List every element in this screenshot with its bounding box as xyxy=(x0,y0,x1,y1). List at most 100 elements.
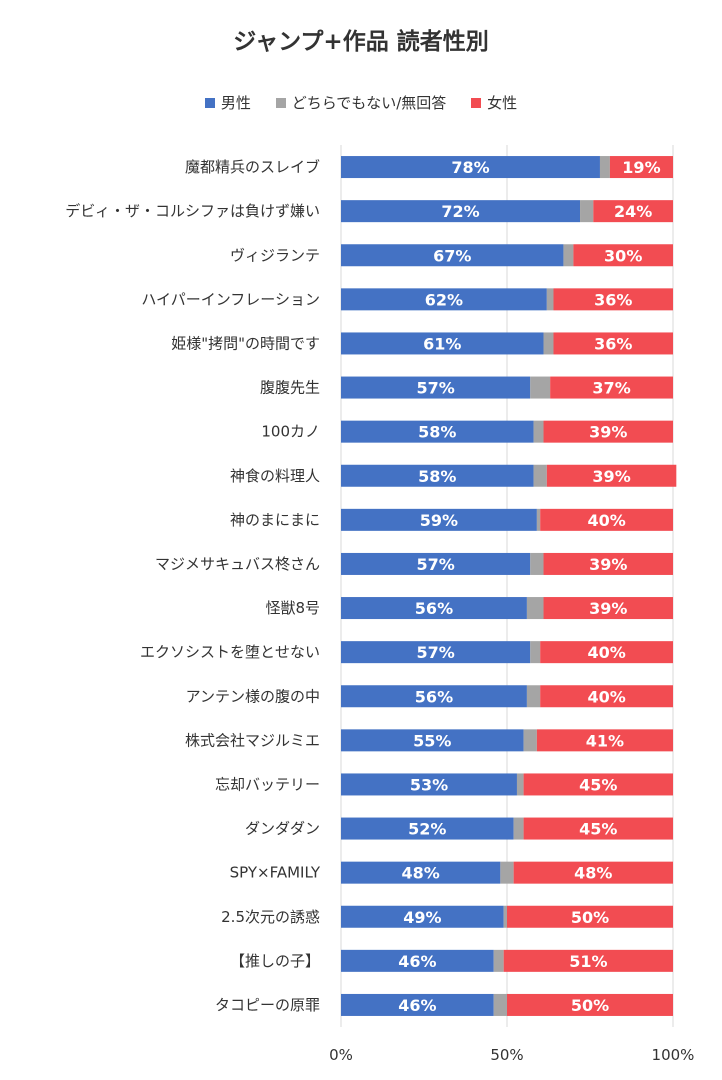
bar-segment-2 xyxy=(507,905,673,928)
category-label: SPY×FAMILY xyxy=(230,864,321,882)
data-label: 56% xyxy=(415,599,453,618)
bar-segment-1 xyxy=(530,376,551,399)
category-label: マジメサキュバス柊さん xyxy=(155,555,320,573)
category-label: アンテン様の腹の中 xyxy=(186,687,320,705)
bar-segment-1 xyxy=(580,200,594,223)
data-label: 24% xyxy=(614,202,652,221)
data-label: 40% xyxy=(587,511,625,530)
bar-segment-2 xyxy=(543,552,673,575)
bar-segment-2 xyxy=(503,949,673,972)
bar-segment-1 xyxy=(523,729,537,752)
bar-segment-2 xyxy=(523,773,673,796)
data-label: 45% xyxy=(579,820,617,839)
bar-segment-2 xyxy=(540,641,673,664)
category-label: 2.5次元の誘惑 xyxy=(221,908,320,926)
data-label: 37% xyxy=(592,379,630,398)
category-label: 神食の料理人 xyxy=(230,467,320,485)
data-label: 40% xyxy=(587,643,625,662)
category-label: 姫様"拷問"の時間です xyxy=(171,334,320,352)
category-label: エクソシストを堕とせない xyxy=(140,643,320,661)
chart-title: ジャンプ+作品 読者性別 xyxy=(233,29,489,55)
legend-label-female: 女性 xyxy=(487,94,518,112)
data-label: 48% xyxy=(574,864,612,883)
bar-segment-2 xyxy=(593,200,673,223)
bar-segment-0 xyxy=(341,376,531,399)
bar-segment-0 xyxy=(341,508,537,531)
data-label: 52% xyxy=(408,820,446,839)
data-label: 57% xyxy=(416,555,454,574)
data-label: 30% xyxy=(604,246,642,265)
bar-segment-2 xyxy=(553,332,673,355)
legend-item-neither: どちらでもない/無回答 xyxy=(275,92,447,113)
category-label: 100カノ xyxy=(261,423,320,441)
bar-segment-0 xyxy=(341,597,527,620)
data-label: 46% xyxy=(398,996,436,1015)
bar-segment-1 xyxy=(503,905,507,928)
bar-segment-1 xyxy=(500,861,514,884)
bar-segment-1 xyxy=(533,464,547,487)
data-label: 51% xyxy=(569,952,607,971)
bar-segment-2 xyxy=(507,993,673,1016)
data-label: 78% xyxy=(451,158,489,177)
bar-segment-2 xyxy=(553,288,673,311)
data-label: 53% xyxy=(410,775,448,794)
data-label: 46% xyxy=(398,952,436,971)
bar-segment-2 xyxy=(536,729,673,752)
x-tick-label: 50% xyxy=(490,1046,523,1064)
bar-segment-1 xyxy=(543,332,554,355)
legend-swatch-male xyxy=(204,97,215,108)
category-label: ハイパーインフレーション xyxy=(141,290,320,308)
bar-segment-1 xyxy=(493,993,507,1016)
data-label: 39% xyxy=(589,555,627,574)
bar-segment-1 xyxy=(516,773,524,796)
data-label: 72% xyxy=(441,202,479,221)
bar-segment-1 xyxy=(533,420,544,443)
bar-segment-2 xyxy=(513,861,673,884)
data-label: 55% xyxy=(413,731,451,750)
category-label: 株式会社マジルミエ xyxy=(185,731,320,749)
bar-segment-2 xyxy=(540,685,673,708)
bar-segment-0 xyxy=(341,332,544,355)
bar-segment-1 xyxy=(530,641,541,664)
bar-segment-1 xyxy=(493,949,504,972)
bar-segment-0 xyxy=(341,685,527,708)
bar-segment-2 xyxy=(546,464,677,487)
data-label: 50% xyxy=(571,908,609,927)
data-label: 57% xyxy=(416,379,454,398)
bar-segment-1 xyxy=(526,685,541,708)
data-label: 67% xyxy=(433,246,471,265)
bar-segment-1 xyxy=(546,288,554,311)
bar-segment-0 xyxy=(341,200,581,223)
bar-segment-0 xyxy=(341,464,534,487)
data-label: 58% xyxy=(418,423,456,442)
bar-segment-0 xyxy=(341,905,504,928)
bar-segment-0 xyxy=(341,861,501,884)
bar-segment-0 xyxy=(341,993,494,1016)
data-label: 48% xyxy=(402,864,440,883)
bar-segment-1 xyxy=(526,597,544,620)
data-label: 62% xyxy=(425,290,463,309)
x-tick-label: 100% xyxy=(652,1046,695,1064)
bar-segment-2 xyxy=(540,508,673,531)
bar-segment-0 xyxy=(341,729,524,752)
category-label: デビィ・ザ・コルシファは負けず嫌い xyxy=(65,202,320,220)
bar-segment-0 xyxy=(341,288,547,311)
data-label: 19% xyxy=(622,158,660,177)
data-label: 45% xyxy=(579,775,617,794)
data-label: 36% xyxy=(594,334,632,353)
legend-label-neither: どちらでもない/無回答 xyxy=(291,94,447,112)
bar-segment-1 xyxy=(530,552,544,575)
data-label: 40% xyxy=(587,687,625,706)
data-label: 50% xyxy=(571,996,609,1015)
category-label: 忘却バッテリー xyxy=(215,775,320,793)
bar-segment-2 xyxy=(550,376,673,399)
bar-segment-2 xyxy=(573,244,673,267)
category-label: 怪獣8号 xyxy=(265,599,320,617)
legend-item-female: 女性 xyxy=(471,92,517,113)
bar-segment-0 xyxy=(341,420,534,443)
legend: 男性 どちらでもない/無回答 女性 xyxy=(0,92,722,113)
category-label: ダンダダン xyxy=(245,820,320,838)
bar-segment-0 xyxy=(341,817,514,840)
bar-segment-1 xyxy=(563,244,574,267)
